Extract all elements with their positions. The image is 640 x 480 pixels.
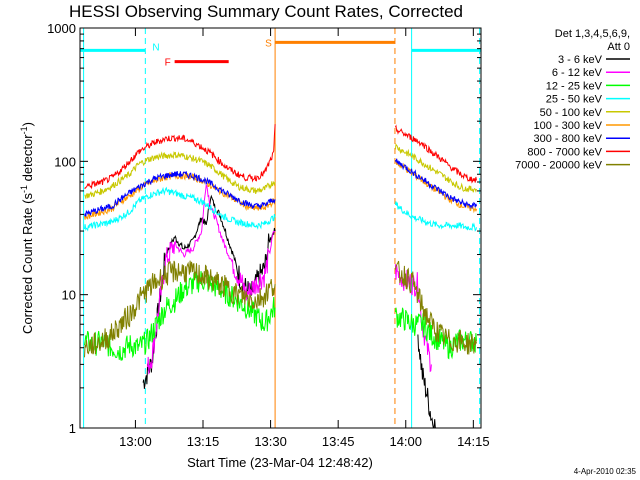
plot-area: NF S: [80, 28, 481, 429]
series-line-4-seg-0: [84, 150, 276, 199]
series-line-6-seg-0: [84, 171, 276, 217]
legend-header-attenuator: Att 0: [607, 41, 630, 53]
series-50-100kev: [84, 143, 477, 199]
legend-label-3: 25 - 50 keV: [546, 94, 603, 106]
series-line-5-seg-1: [395, 160, 477, 214]
footer-date: 4-Apr-2010 02:35: [574, 467, 637, 476]
series-line-7-seg-1: [394, 124, 477, 184]
series-25-50kev: [84, 186, 477, 232]
legend-label-8: 7000 - 20000 keV: [515, 160, 603, 172]
y-tick-label-3: 1000: [47, 21, 76, 36]
chart-title: HESSI Observing Summary Count Rates, Cor…: [69, 2, 463, 21]
x-tick-label-2: 13:30: [254, 434, 287, 449]
x-tick-label-3: 13:45: [322, 434, 355, 449]
x-tick-label-4: 14:00: [389, 434, 422, 449]
plot-frame: [79, 27, 482, 429]
y-axis: 1 10 100 1000: [47, 21, 481, 436]
series-line-2-seg-0: [84, 271, 276, 361]
series-line-4-seg-1: [394, 143, 477, 193]
legend-label-0: 3 - 6 keV: [558, 54, 603, 66]
x-axis-label: Start Time (23-Mar-04 12:48:42): [187, 455, 373, 470]
x-axis: 13:00 13:15 13:30 13:45 14:00 14:15: [119, 28, 490, 449]
flag-label-n: N: [152, 42, 159, 53]
series-line-3-seg-1: [394, 201, 477, 232]
series-100-300kev: [84, 160, 477, 220]
series-line-7-seg-0: [84, 124, 276, 190]
y-axis-label: Corrected Count Rate (s-1 detector-1): [19, 122, 35, 334]
series-line-3-seg-0: [84, 186, 276, 232]
series-line-0-seg-1: [417, 334, 437, 429]
legend-label-6: 300 - 800 keV: [534, 133, 603, 145]
x-tick-label-1: 13:15: [187, 434, 220, 449]
y-tick-label-1: 10: [62, 288, 76, 303]
legend-label-7: 800 - 7000 keV: [527, 146, 602, 158]
series-3-6kev: [142, 194, 437, 429]
legend-label-5: 100 - 300 keV: [534, 120, 603, 132]
legend-label-4: 50 - 100 keV: [540, 107, 603, 119]
series-line-8-seg-1: [394, 260, 477, 355]
x-tick-label-0: 13:00: [119, 434, 152, 449]
legend-label-2: 12 - 25 keV: [546, 80, 603, 92]
series-12-25kev: [84, 271, 477, 361]
legend-header-detectors: Det 1,3,4,5,6,9,: [555, 28, 630, 40]
series-7000-20000kev: [84, 260, 477, 358]
series-line-6-seg-1: [394, 158, 477, 210]
y-tick-label-0: 1: [69, 421, 76, 436]
legend-label-1: 6 - 12 keV: [552, 67, 603, 79]
series-line-2-seg-1: [394, 307, 477, 360]
x-tick-label-5: 14:15: [457, 434, 490, 449]
series-300-800kev: [84, 158, 477, 217]
flag-label-f: F: [165, 58, 171, 69]
series-line-1-seg-0: [147, 184, 276, 375]
flag-label-s: S: [265, 38, 272, 49]
series-800-7000kev: [84, 124, 477, 190]
y-tick-label-2: 100: [54, 154, 76, 169]
series-line-8-seg-0: [84, 260, 276, 358]
